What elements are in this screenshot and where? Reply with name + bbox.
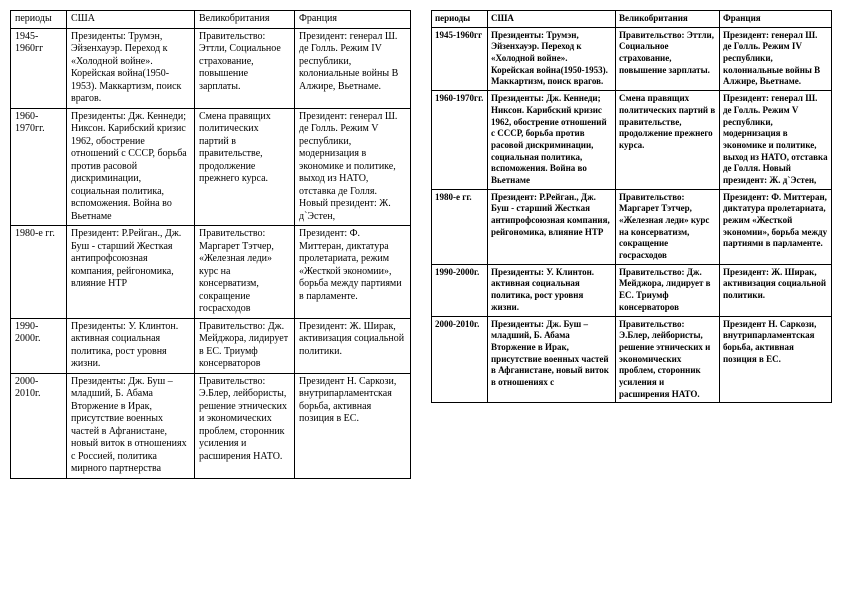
table-cell: Президент: Ф. Миттеран, диктатура пролет… — [720, 189, 832, 264]
col-periods: периоды — [432, 11, 488, 28]
table-cell: Президент: Ж. Ширак, активизация социаль… — [720, 264, 832, 316]
col-france: Франция — [720, 11, 832, 28]
history-table-left: периоды США Великобритания Франция 1945-… — [10, 10, 411, 479]
table-cell: Президенты: Трумэн, Эйзенхауэр. Переход … — [488, 27, 616, 90]
table-row: 2000-2010г.Президенты: Дж. Буш – младший… — [11, 373, 411, 478]
col-usa: США — [488, 11, 616, 28]
col-uk: Великобритания — [195, 11, 295, 29]
table-cell: 1945-1960гг — [432, 27, 488, 90]
table-cell: 2000-2010г. — [432, 316, 488, 403]
table-cell: Президент Н. Саркози, внутрипарламентска… — [295, 373, 411, 478]
col-usa: США — [67, 11, 195, 29]
table-header-row: периоды США Великобритания Франция — [11, 11, 411, 29]
table-cell: Правительство: Э.Блер, лейбористы, решен… — [616, 316, 720, 403]
table-cell: Президенты: У. Клинтон. активная социаль… — [488, 264, 616, 316]
table-cell: Президенты: Дж. Буш – младший, Б. Абама … — [67, 373, 195, 478]
table-cell: Правительство: Дж. Мейджора, лидирует в … — [616, 264, 720, 316]
table-row: 1980-е гг.Президент: Р.Рейган., Дж. Буш … — [11, 226, 411, 319]
table-cell: Президенты: Трумэн, Эйзенхауэр. Переход … — [67, 28, 195, 108]
table-cell: 1945-1960гг — [11, 28, 67, 108]
col-uk: Великобритания — [616, 11, 720, 28]
table-cell: 1980-е гг. — [432, 189, 488, 264]
table-cell: Президент: генерал Ш. де Голль. Режим V … — [295, 108, 411, 226]
left-table-body: 1945-1960ггПрезиденты: Трумэн, Эйзенхауэ… — [11, 28, 411, 478]
table-cell: Президент: генерал Ш. де Голль. Режим V … — [720, 91, 832, 190]
table-cell: Правительство: Э.Блер, лейбористы, решен… — [195, 373, 295, 478]
table-cell: Президент: Р.Рейган., Дж. Буш - старший … — [488, 189, 616, 264]
table-cell: Президенты: Дж. Буш – младший, Б. Абама … — [488, 316, 616, 403]
table-cell: 1990-2000г. — [11, 318, 67, 373]
table-cell: 1960-1970гг. — [11, 108, 67, 226]
table-cell: Правительство: Дж. Мейджора, лидирует в … — [195, 318, 295, 373]
right-table-wrap: периоды США Великобритания Франция 1945-… — [431, 10, 832, 585]
col-france: Франция — [295, 11, 411, 29]
table-cell: Правительство: Маргарет Тэтчер, «Железна… — [616, 189, 720, 264]
table-row: 1990-2000г.Президенты: У. Клинтон. актив… — [432, 264, 832, 316]
table-cell: Президенты: Дж. Кеннеди; Никсон. Карибск… — [488, 91, 616, 190]
table-cell: Президент: генерал Ш. де Голль. Режим IV… — [720, 27, 832, 90]
table-row: 1960-1970гг.Президенты: Дж. Кеннеди; Ник… — [432, 91, 832, 190]
table-header-row: периоды США Великобритания Франция — [432, 11, 832, 28]
table-cell: 1980-е гг. — [11, 226, 67, 319]
table-row: 1980-е гг.Президент: Р.Рейган., Дж. Буш … — [432, 189, 832, 264]
table-row: 1945-1960ггПрезиденты: Трумэн, Эйзенхауэ… — [11, 28, 411, 108]
table-row: 1960-1970гг.Президенты: Дж. Кеннеди; Ник… — [11, 108, 411, 226]
table-cell: 2000-2010г. — [11, 373, 67, 478]
table-cell: Президент Н. Саркози, внутрипарламентска… — [720, 316, 832, 403]
table-cell: Президент: генерал Ш. де Голль. Режим IV… — [295, 28, 411, 108]
table-cell: Правительство: Эттли, Социальное страхов… — [616, 27, 720, 90]
table-cell: Президент: Р.Рейган., Дж. Буш - старший … — [67, 226, 195, 319]
table-cell: 1990-2000г. — [432, 264, 488, 316]
table-row: 1945-1960ггПрезиденты: Трумэн, Эйзенхауэ… — [432, 27, 832, 90]
left-table-wrap: периоды США Великобритания Франция 1945-… — [10, 10, 411, 585]
history-table-right: периоды США Великобритания Франция 1945-… — [431, 10, 832, 403]
table-cell: Смена правящих политических партий в пра… — [195, 108, 295, 226]
right-table-body: 1945-1960ггПрезиденты: Трумэн, Эйзенхауэ… — [432, 27, 832, 403]
table-cell: Президент: Ф. Миттеран, диктатура пролет… — [295, 226, 411, 319]
table-row: 1990-2000г.Президенты: У. Клинтон. актив… — [11, 318, 411, 373]
table-cell: Президент: Ж. Ширак, активизация социаль… — [295, 318, 411, 373]
table-cell: Президенты: Дж. Кеннеди; Никсон. Карибск… — [67, 108, 195, 226]
table-cell: Правительство: Эттли, Социальное страхов… — [195, 28, 295, 108]
table-cell: Президенты: У. Клинтон. активная социаль… — [67, 318, 195, 373]
table-row: 2000-2010г.Президенты: Дж. Буш – младший… — [432, 316, 832, 403]
table-cell: 1960-1970гг. — [432, 91, 488, 190]
table-cell: Правительство: Маргарет Тэтчер, «Железна… — [195, 226, 295, 319]
table-cell: Смена правящих политических партий в пра… — [616, 91, 720, 190]
col-periods: периоды — [11, 11, 67, 29]
